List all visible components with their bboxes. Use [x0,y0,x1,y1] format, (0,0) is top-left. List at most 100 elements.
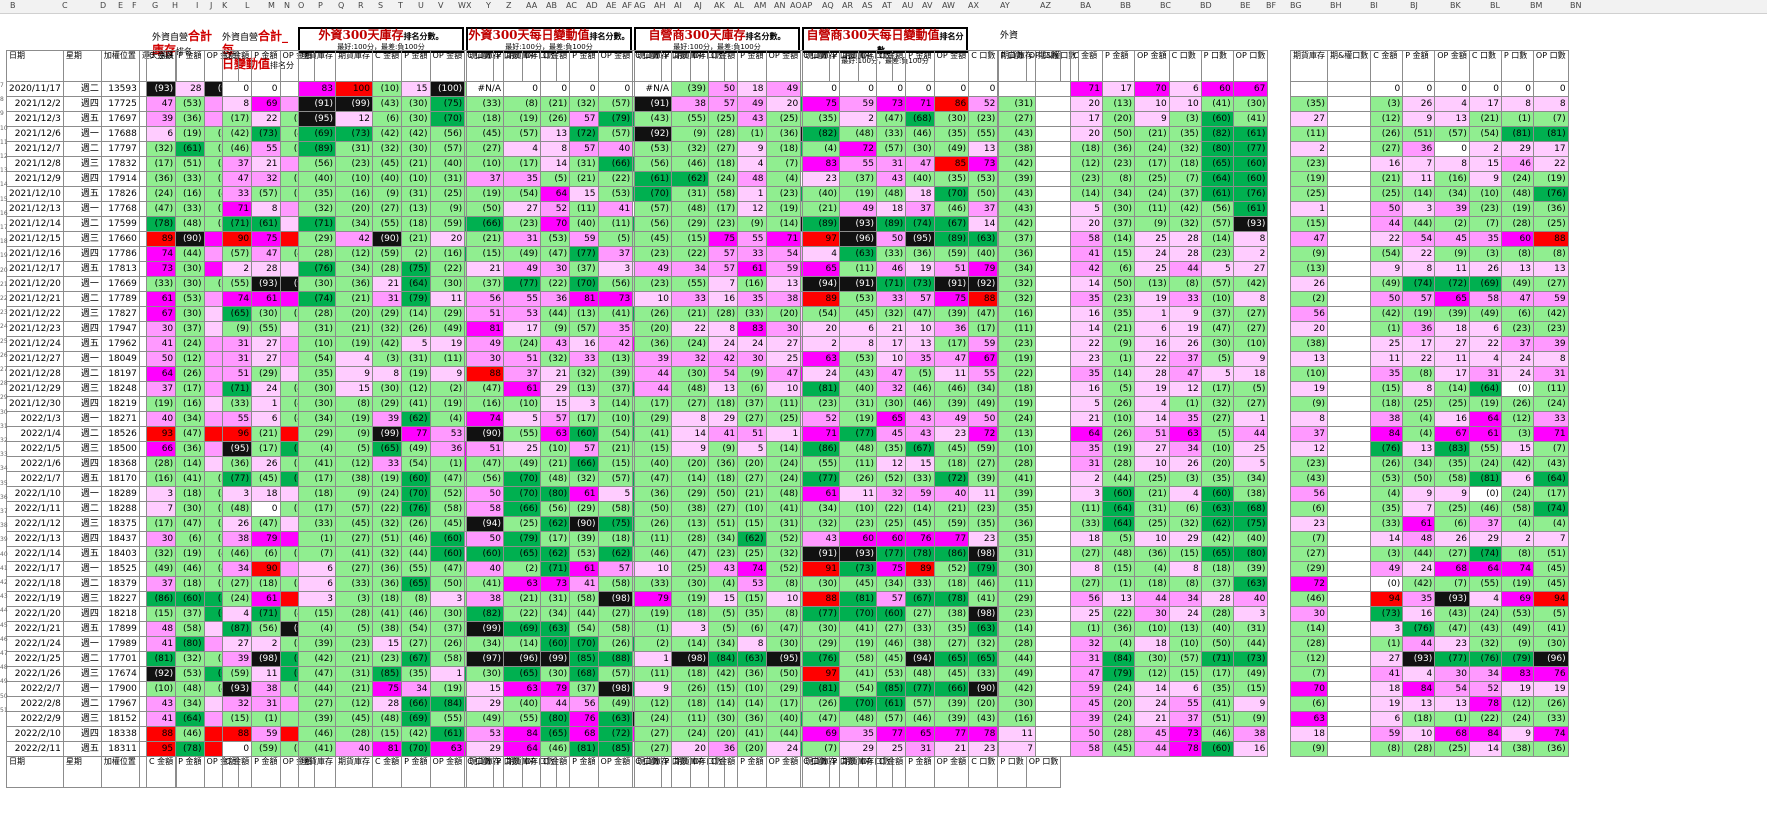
data-cell[interactable]: 29 [466,696,504,712]
data-cell[interactable]: 18219 [100,396,140,412]
data-cell[interactable]: 52 [539,201,571,217]
data-cell[interactable]: (10) [1200,441,1234,457]
data-cell[interactable]: (57) [335,501,373,517]
data-cell[interactable]: 週二 [62,366,102,382]
data-cell[interactable]: 90 [251,561,281,577]
data-cell[interactable]: 57 [707,96,739,112]
column-letter[interactable]: AW [942,1,955,10]
data-cell[interactable]: (64) [175,711,205,727]
data-cell[interactable]: (51) [707,516,739,532]
data-cell[interactable]: 週二 [62,501,102,517]
data-cell[interactable]: (87) [221,621,253,637]
data-cell[interactable]: (9) [671,126,709,142]
data-cell[interactable]: 22 [1532,156,1569,172]
footer-cell[interactable]: C 金額 [539,756,571,788]
data-cell[interactable]: (23) [765,186,802,202]
data-cell[interactable]: (11) [597,216,634,232]
data-cell[interactable]: (48) [175,216,205,232]
data-cell[interactable]: 32 [221,696,253,712]
data-cell[interactable]: (63) [968,621,999,637]
data-cell[interactable]: (81) [1468,471,1502,487]
data-cell[interactable]: 25 [1370,336,1404,352]
data-cell[interactable]: 4 [1434,96,1470,112]
data-cell[interactable]: (22) [539,276,571,292]
data-cell[interactable]: 47 [1168,366,1202,382]
data-cell[interactable] [1326,426,1372,442]
data-cell[interactable]: (49) [1500,276,1534,292]
data-cell[interactable]: (80) [1232,546,1269,562]
data-cell[interactable]: 45 [1134,726,1170,742]
footer-cell[interactable]: C 金額 [145,756,177,788]
data-cell[interactable]: (57) [597,471,634,487]
column-letter[interactable]: H [172,1,179,10]
data-cell[interactable]: (58) [1434,471,1470,487]
data-cell[interactable]: 16 [569,336,599,352]
column-letter[interactable]: BE [1240,1,1251,10]
data-cell[interactable]: 17 [1532,141,1569,157]
data-cell[interactable]: (5) [1232,381,1269,397]
data-cell[interactable]: 21 [251,156,281,172]
data-cell[interactable]: 4 [1402,666,1436,682]
data-cell[interactable]: 57 [569,141,599,157]
data-cell[interactable]: (41) [1200,696,1234,712]
data-cell[interactable]: (40) [905,171,935,187]
data-cell[interactable]: (70) [401,741,431,757]
data-cell[interactable]: 17669 [100,276,140,292]
data-cell[interactable]: (42) [998,216,1036,232]
column-letter[interactable]: AF [622,1,633,10]
data-cell[interactable]: 24 [1402,561,1436,577]
data-cell[interactable]: 14 [1134,411,1170,427]
data-cell[interactable]: 13 [1402,441,1436,457]
data-cell[interactable]: 75 [707,231,739,247]
data-cell[interactable]: (26) [1370,126,1404,142]
data-cell[interactable]: (77) [839,426,877,442]
data-cell[interactable]: 13593 [100,81,140,97]
data-cell[interactable]: (36) [1532,741,1569,757]
data-cell[interactable]: (49) [998,666,1036,682]
data-cell[interactable]: 71 [905,96,935,112]
header-cell[interactable]: P 金額 [905,50,935,82]
data-cell[interactable]: (4) [298,441,336,457]
column-letter[interactable]: Y [486,1,491,10]
data-cell[interactable]: 83 [802,156,840,172]
data-cell[interactable]: (89) [875,216,907,232]
data-cell[interactable]: (36) [634,336,672,352]
row-number[interactable]: 28 [0,380,8,388]
data-cell[interactable]: (42) [998,681,1036,697]
data-cell[interactable]: (28) [335,726,373,742]
data-cell[interactable]: (56) [539,501,571,517]
data-cell[interactable]: 81 [466,321,504,337]
data-cell[interactable]: (36) [998,516,1036,532]
data-cell[interactable]: 17599 [100,216,140,232]
data-cell[interactable]: (98) [597,591,634,607]
data-cell[interactable]: (32) [1200,396,1234,412]
row-number[interactable]: 37 [0,508,8,515]
data-cell[interactable]: 0 [1500,81,1534,97]
data-cell[interactable]: 15 [539,396,571,412]
data-cell[interactable]: 51 [933,261,970,277]
data-cell[interactable]: (30) [539,666,571,682]
data-cell[interactable]: 18227 [100,591,140,607]
data-cell[interactable]: (32) [569,366,599,382]
data-cell[interactable]: (48) [839,711,877,727]
data-cell[interactable]: (26) [671,681,709,697]
column-letter[interactable]: T [398,1,403,10]
data-cell[interactable]: (86) [145,591,177,607]
data-cell[interactable]: 16 [1134,336,1170,352]
data-cell[interactable]: (16) [145,471,177,487]
data-cell[interactable]: (72) [597,726,634,742]
data-cell[interactable]: (49) [401,441,431,457]
footer-cell[interactable]: OP 金額 [765,756,802,788]
header-cell[interactable]: OP 金額 [765,50,802,82]
data-cell[interactable]: 74 [1532,726,1569,742]
data-cell[interactable]: 46 [875,261,907,277]
data-cell[interactable]: (61) [429,726,466,742]
data-cell[interactable]: (60) [429,546,466,562]
data-cell[interactable]: (5) [597,231,634,247]
row-number[interactable]: 30 [0,408,8,416]
data-cell[interactable]: 8 [1532,351,1569,367]
data-cell[interactable]: 23 [1290,516,1328,532]
data-cell[interactable]: (26) [802,696,840,712]
data-cell[interactable]: 37 [597,246,634,262]
data-cell[interactable]: (93) [251,276,281,292]
